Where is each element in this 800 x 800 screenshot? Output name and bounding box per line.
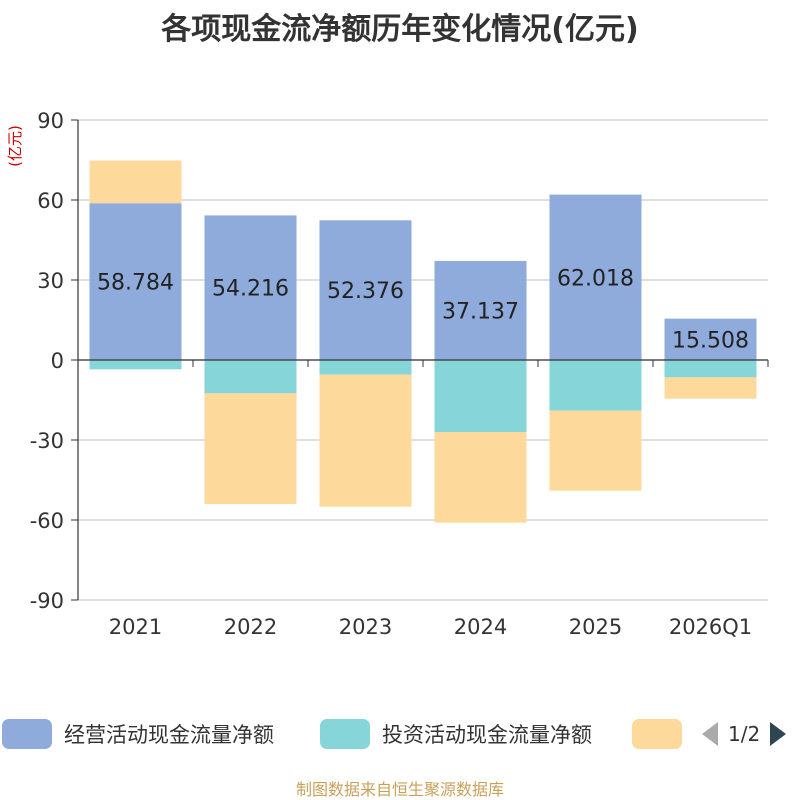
bar-s0-2026Q1 <box>664 318 757 360</box>
legend-swatch-investing <box>320 719 370 749</box>
legend-item-investing[interactable]: 投资活动现金流量净额 <box>320 716 592 752</box>
source-note: 制图数据来自恒生聚源数据库 <box>295 780 504 799</box>
legend-label-investing: 投资活动现金流量净额 <box>382 723 592 747</box>
x-tick-label: 2023 <box>339 615 392 639</box>
data-label: 62.018 <box>557 266 634 291</box>
bar-s2-2026Q1 <box>664 377 757 399</box>
data-label: 15.508 <box>672 328 749 353</box>
chart-title: 各项现金流净额历年变化情况(亿元) <box>161 12 639 47</box>
legend-swatch-financing <box>632 719 682 749</box>
y-tick-label: -30 <box>30 429 64 453</box>
legend-label-operating: 经营活动现金流量净额 <box>64 723 274 747</box>
bar-s1-2025 <box>549 360 642 411</box>
y-tick-label: -60 <box>30 509 64 533</box>
y-tick-label: 90 <box>37 109 64 133</box>
bar-s2-2022 <box>204 393 297 504</box>
bar-s0-2025 <box>549 194 642 360</box>
bar-s1-2024 <box>434 360 527 432</box>
data-label: 54.216 <box>212 277 289 302</box>
data-label: 52.376 <box>327 279 404 304</box>
data-label: 58.784 <box>97 271 174 296</box>
bar-s0-2022 <box>204 215 297 360</box>
y-axis-unit-label: (亿元) <box>6 125 24 167</box>
x-tick-label: 2026Q1 <box>669 615 752 639</box>
y-tick-label: 30 <box>37 269 64 293</box>
bar-s1-2023 <box>319 360 412 375</box>
legend-swatch-operating <box>2 719 52 749</box>
bar-s0-2024 <box>434 260 527 360</box>
legend-pager: 1/2 <box>700 716 788 752</box>
pager-next-icon[interactable] <box>768 720 788 748</box>
legend-item-financing[interactable] <box>632 716 682 752</box>
pager-prev-icon[interactable] <box>700 720 720 748</box>
bar-s0-2023 <box>319 220 412 360</box>
axes: 90 60 30 0 -30 -60 -90 2021 2022 2023 2024 2025 2026… <box>30 109 769 639</box>
bar-s2-2024 <box>434 432 527 523</box>
x-tick-label: 2024 <box>454 615 507 639</box>
legend-item-operating[interactable]: 经营活动现金流量净额 <box>2 716 274 752</box>
data-label: 37.137 <box>442 299 519 324</box>
bar-s2-2025 <box>549 410 642 491</box>
bar-s1-2026Q1 <box>664 360 757 378</box>
bar-s0-2021 <box>89 203 182 360</box>
bars <box>89 160 757 523</box>
x-tick-label: 2022 <box>224 615 277 639</box>
data-labels: 58.784 54.216 52.376 37.137 62.018 15.508 <box>97 266 749 353</box>
x-tick-label: 2025 <box>569 615 622 639</box>
y-tick-label: 0 <box>51 349 64 373</box>
pager-page-text: 1/2 <box>728 722 761 746</box>
x-tick-label: 2021 <box>109 615 162 639</box>
y-tick-label: -90 <box>30 589 64 613</box>
bar-s2-2023 <box>319 374 412 507</box>
bar-s2-2021 <box>89 160 182 204</box>
bar-s1-2022 <box>204 360 297 394</box>
y-tick-label: 60 <box>37 189 64 213</box>
bar-s1-2021 <box>89 360 182 370</box>
